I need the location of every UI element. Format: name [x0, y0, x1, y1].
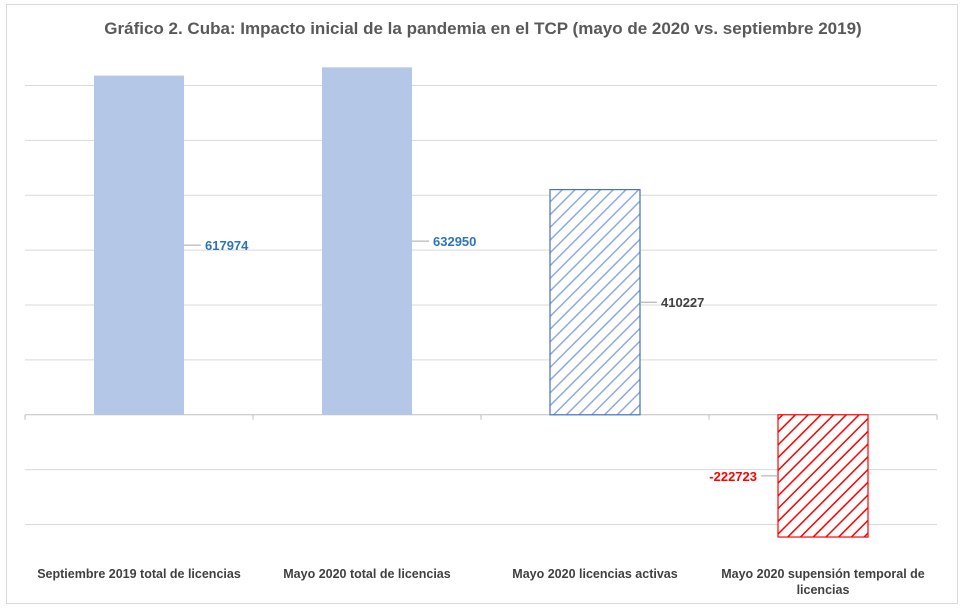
category-label: Mayo 2020 supensión temporal de licencias: [721, 567, 925, 597]
category-label-line: licencias: [797, 583, 850, 597]
data-label: -222723: [709, 469, 757, 484]
category-label-line: Mayo 2020 supensión temporal de: [721, 567, 925, 581]
bar: [322, 67, 412, 415]
bar: [94, 75, 184, 415]
category-label-line: Mayo 2020 total de licencias: [283, 567, 450, 581]
category-label-line: Septiembre 2019 total de licencias: [37, 567, 241, 581]
bar: [777, 414, 869, 538]
data-label: 617974: [205, 238, 249, 253]
data-label: 632950: [433, 234, 476, 249]
category-label: Mayo 2020 licencias activas: [512, 567, 677, 581]
category-label: Mayo 2020 total de licencias: [283, 567, 450, 581]
chart-title: Gráfico 2. Cuba: Impacto inicial de la p…: [104, 19, 862, 38]
data-label: 410227: [661, 295, 704, 310]
bar: [549, 189, 641, 416]
category-label-line: Mayo 2020 licencias activas: [512, 567, 677, 581]
category-label: Septiembre 2019 total de licencias: [37, 567, 241, 581]
